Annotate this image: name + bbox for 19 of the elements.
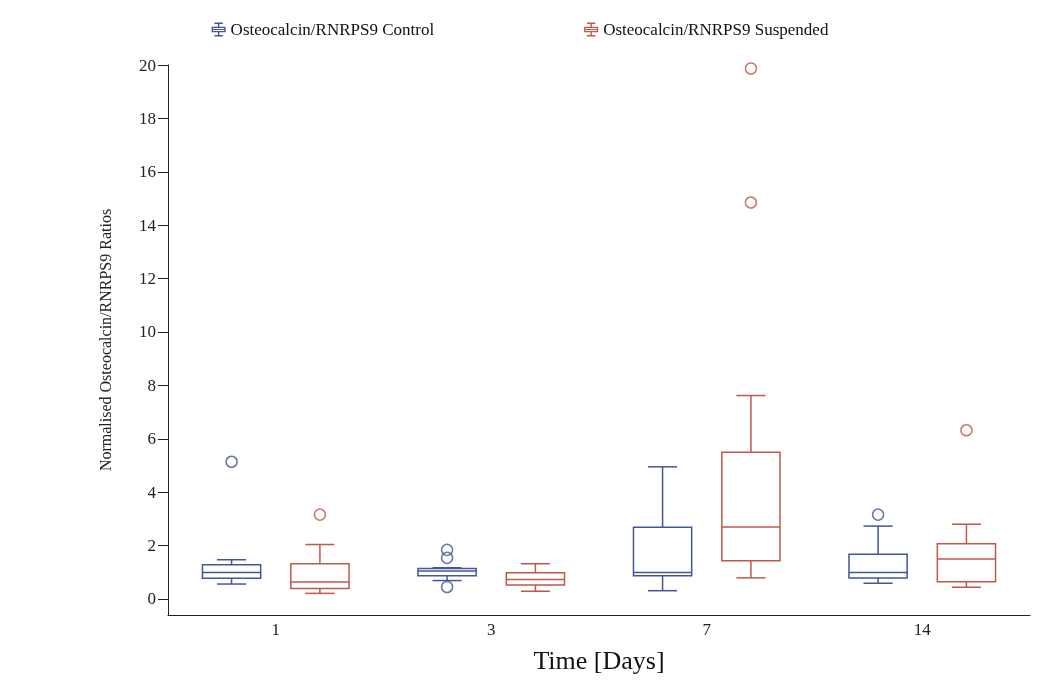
y-tick-label: 4: [147, 482, 157, 502]
y-tick-label: 20: [139, 55, 156, 75]
y-axis-title: Normalised Osteocalcin/RNRPS9 Ratios: [96, 208, 114, 472]
y-tick-label: 6: [147, 429, 156, 449]
y-tick-label: 0: [147, 589, 156, 609]
x-axis-title: Time [Days]: [533, 645, 665, 675]
y-tick-label: 14: [139, 215, 157, 235]
x-tick-label: 3: [487, 620, 496, 639]
legend-label: Osteocalcin/RNRPS9 Control: [230, 20, 435, 39]
x-tick-label: 7: [702, 620, 712, 639]
y-tick-label: 8: [147, 375, 156, 395]
y-tick-label: 12: [139, 269, 156, 289]
x-tick-label: 14: [913, 620, 932, 639]
y-tick-label: 18: [139, 108, 156, 128]
legend-label: Osteocalcin/RNRPS9 Suspended: [603, 20, 829, 39]
y-tick-label: 16: [139, 162, 156, 182]
y-tick-label: 10: [139, 322, 156, 342]
x-tick-label: 1: [271, 620, 280, 639]
y-tick-label: 2: [147, 536, 156, 556]
